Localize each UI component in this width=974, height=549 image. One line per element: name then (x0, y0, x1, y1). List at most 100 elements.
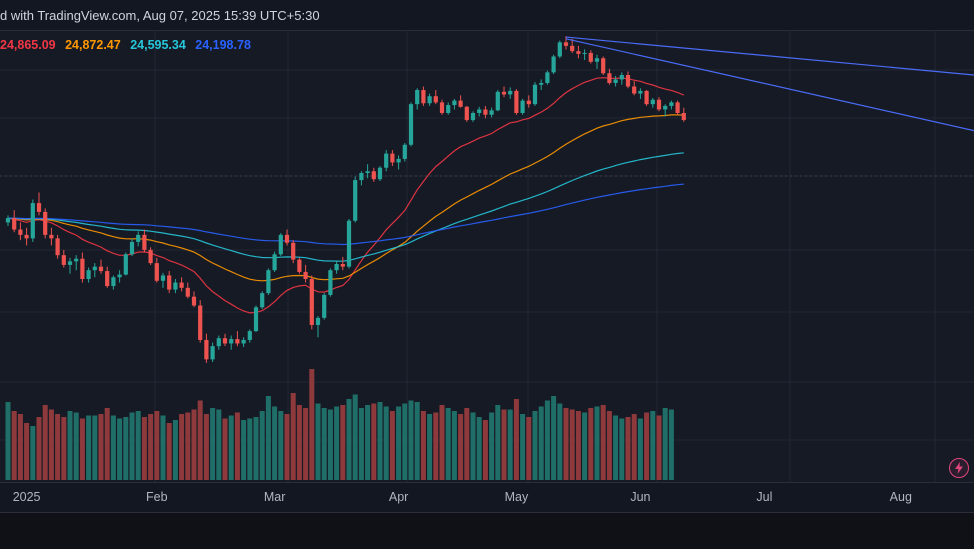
volume-bar (408, 400, 414, 480)
candle-body (160, 275, 166, 281)
candle-body (365, 171, 370, 174)
candle-body (191, 296, 197, 306)
top-bar: d with TradingView.com, Aug 07, 2025 15:… (0, 0, 974, 31)
volume-bar (259, 411, 265, 480)
volume-bar (228, 415, 234, 480)
ema200-line (7, 183, 684, 246)
candle-body (30, 203, 35, 239)
candle-body (483, 109, 488, 115)
candle-body (613, 79, 618, 83)
volume-bar (154, 411, 160, 480)
candle-body (322, 294, 327, 318)
volume-bar (532, 411, 538, 480)
candle-body (291, 242, 296, 260)
volume-bar (538, 406, 544, 480)
candle-body (594, 58, 600, 62)
candle-body (129, 241, 135, 255)
candle-body (526, 100, 531, 105)
time-label: Feb (146, 490, 168, 504)
volume-bar (17, 414, 23, 480)
candle-body (396, 158, 401, 163)
channel-layer (565, 36, 974, 132)
price-chart[interactable] (0, 30, 974, 482)
candle-body (371, 171, 376, 180)
volume-bar (563, 408, 569, 480)
candle-body (18, 229, 23, 235)
candle-body (446, 105, 451, 113)
volume-bar (427, 414, 433, 480)
candle-body (508, 90, 513, 95)
volume-bar (290, 393, 296, 480)
candle-body (49, 234, 54, 239)
volume-bar (36, 417, 42, 480)
volume-bar (123, 417, 129, 480)
candle-body (359, 173, 364, 181)
volume-bar (234, 412, 240, 480)
volume-bar (203, 414, 209, 480)
candle-body (340, 264, 345, 267)
volume-bar (458, 414, 464, 480)
ema50-value: 24,872.47 (65, 38, 121, 52)
volume-bar (92, 415, 98, 480)
candle-body (5, 218, 11, 223)
volume-bar (371, 403, 377, 480)
candle-body (67, 261, 73, 265)
candle-body (570, 45, 575, 52)
candle-body (247, 331, 252, 340)
volume-bar (24, 423, 30, 480)
volume-bar (600, 405, 606, 480)
volume-bar (619, 418, 625, 480)
volume-bar (30, 426, 36, 480)
candle-body (98, 266, 104, 272)
candle-body (433, 96, 438, 103)
candle-body (284, 234, 290, 243)
candle-body (520, 100, 525, 113)
volume-bar (148, 414, 154, 480)
volume-bar (315, 403, 321, 480)
volume-bar (86, 415, 92, 480)
candle-body (601, 58, 606, 74)
time-label: Jul (756, 490, 773, 504)
time-axis[interactable]: 2025 Feb Mar Apr May Jun Jul Aug (0, 482, 974, 513)
ema-layer (7, 77, 685, 314)
chart-area[interactable] (0, 30, 974, 482)
candle-body (24, 234, 29, 239)
candle-body (384, 153, 389, 168)
candle-body (489, 110, 494, 115)
volume-bar (414, 402, 420, 480)
time-label: May (504, 490, 529, 504)
candle-body (539, 82, 544, 85)
volume-bar (197, 400, 203, 480)
candle-body (198, 305, 203, 340)
volume-bar (278, 411, 284, 480)
volume-bar (98, 414, 104, 480)
volume-bar (222, 418, 228, 480)
candle-body (43, 211, 48, 235)
candle-body (675, 102, 680, 113)
volume-bar (247, 418, 253, 480)
volume-bar (402, 403, 408, 480)
volume-bar (166, 423, 172, 480)
candle-body (74, 258, 79, 262)
candle-body (278, 234, 283, 255)
volume-bar (55, 414, 61, 480)
lightning-bolt-icon (955, 462, 963, 474)
volume-bar (470, 412, 476, 480)
volume-bar (346, 399, 352, 480)
candle-body (136, 234, 141, 242)
candle-body (625, 75, 631, 87)
volume-bar (495, 405, 501, 480)
candle-body (123, 254, 128, 275)
bottom-strip (0, 512, 974, 549)
candle-body (588, 52, 593, 62)
volume-bar (241, 420, 247, 480)
volume-bar (73, 412, 79, 480)
volume-bar (135, 411, 141, 480)
volume-bar (272, 406, 278, 480)
volume-bar (551, 396, 557, 480)
volume-bar (172, 420, 178, 480)
candle-body (470, 112, 476, 121)
candle-body (241, 339, 246, 344)
candle-body (173, 282, 178, 290)
lightning-bolt-button[interactable] (949, 458, 969, 478)
